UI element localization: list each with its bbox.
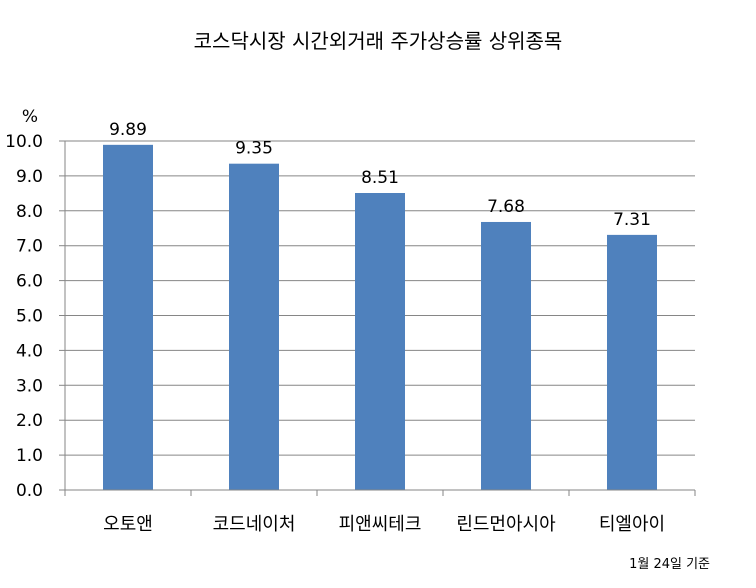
bar: [229, 163, 279, 490]
data-label: 9.35: [235, 139, 273, 159]
x-category-label: 피앤씨테크: [339, 514, 422, 535]
bar: [607, 234, 657, 490]
y-tick-label: 7.0: [16, 237, 43, 257]
data-label: 7.68: [487, 197, 525, 217]
data-labels: 9.89 9.35 8.51 7.68 7.31: [109, 120, 651, 230]
y-axis-unit-label: %: [22, 107, 38, 127]
bar: [355, 193, 405, 490]
y-tick-label: 1.0: [16, 446, 43, 466]
y-tick-label: 6.0: [16, 272, 43, 292]
data-label: 7.31: [613, 210, 651, 230]
date-note: 1월 24일 기준: [629, 557, 710, 572]
y-tick-labels: 0.0 1.0 2.0 3.0 4.0 5.0 6.0 7.0 8.0 9.0 10.0: [5, 132, 43, 501]
y-tick-label: 8.0: [16, 202, 43, 222]
y-tick-label: 5.0: [16, 307, 43, 327]
bar-series: [103, 144, 657, 491]
y-tick-label: 10.0: [5, 132, 43, 152]
y-tick-label: 0.0: [16, 481, 43, 501]
y-tick-label: 3.0: [16, 376, 43, 396]
x-category-label: 오토앤: [103, 514, 153, 535]
x-category-label: 코드네이처: [213, 514, 296, 535]
data-label: 8.51: [361, 168, 399, 188]
chart-title: 코스닥시장 시간외거래 주가상승률 상위종목: [194, 29, 563, 53]
y-tick-label: 2.0: [16, 411, 43, 431]
y-tick-label: 9.0: [16, 167, 43, 187]
y-tick-label: 4.0: [16, 341, 43, 361]
bar: [103, 144, 153, 491]
x-category-label: 티엘아이: [599, 514, 665, 535]
x-category-label: 린드먼아시아: [456, 514, 556, 535]
x-category-labels: 오토앤 코드네이처 피앤씨테크 린드먼아시아 티엘아이: [103, 514, 665, 535]
data-label: 9.89: [109, 120, 147, 140]
axes: [59, 140, 696, 496]
bar: [481, 221, 531, 490]
